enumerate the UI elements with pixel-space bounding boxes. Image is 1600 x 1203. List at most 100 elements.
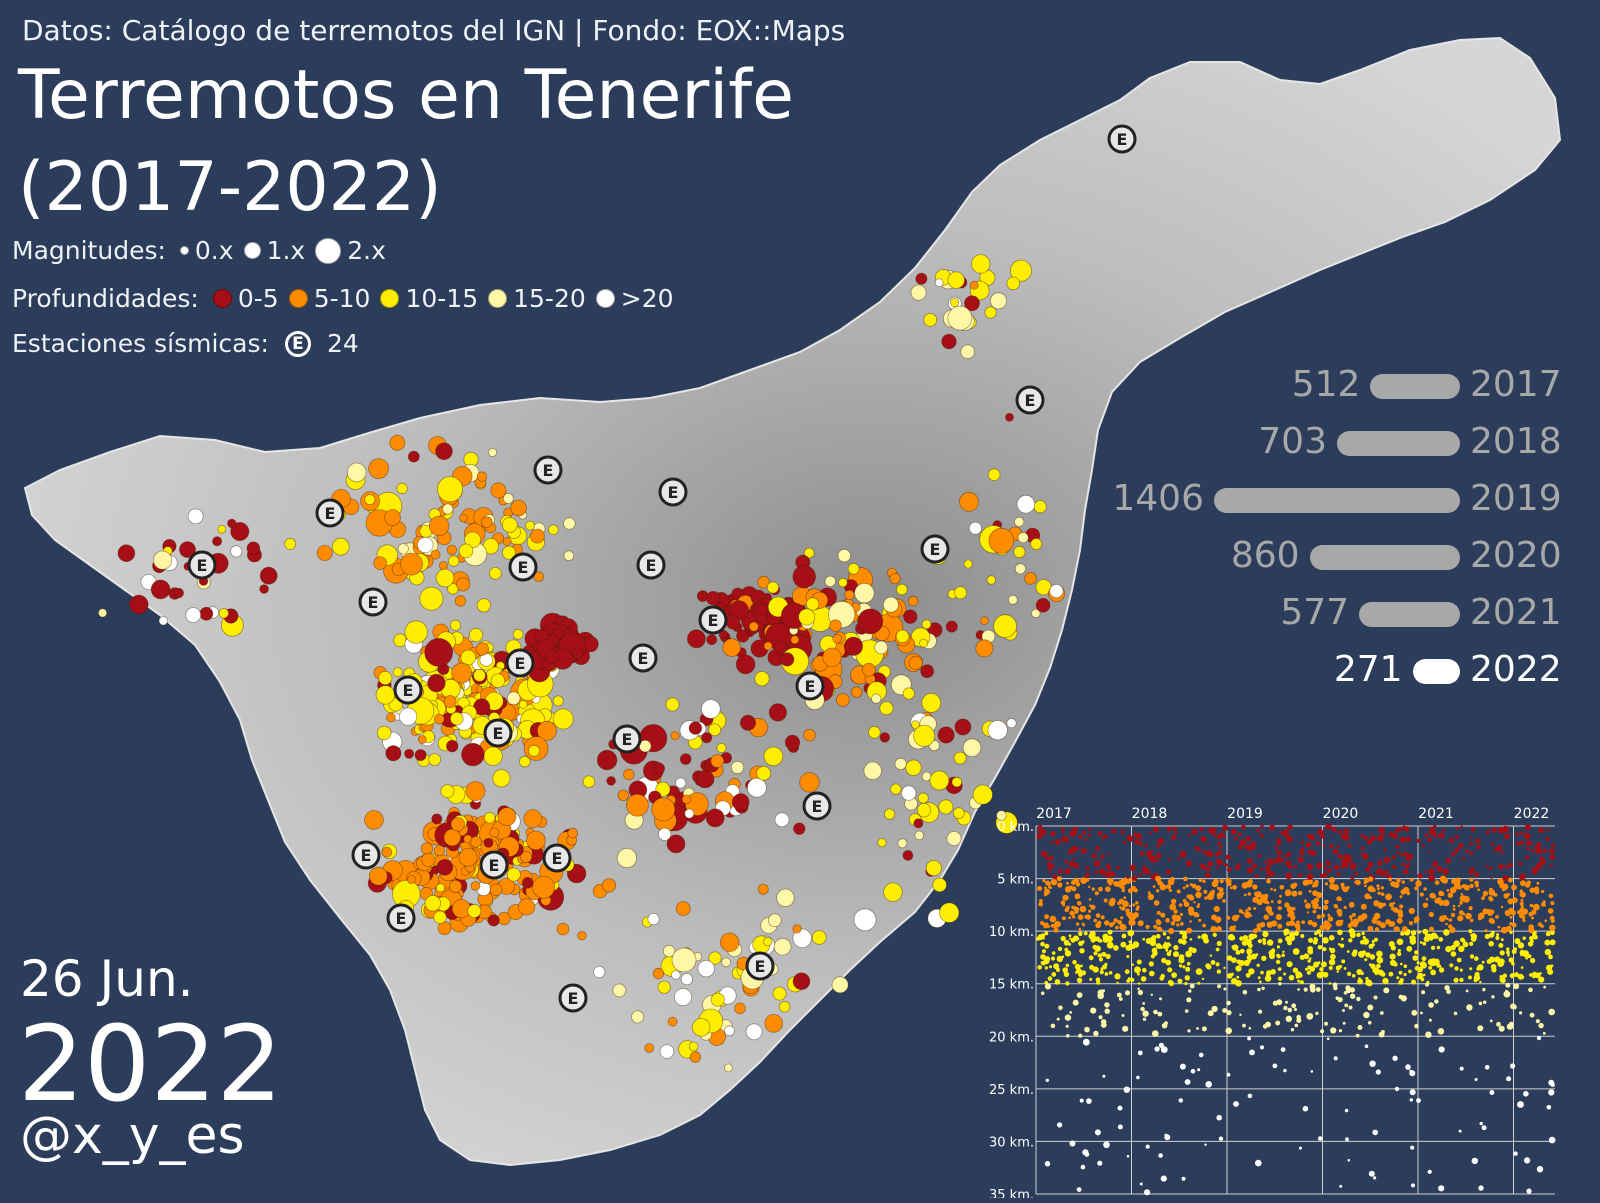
depth-point: [1217, 841, 1222, 846]
depth-point: [1168, 949, 1172, 953]
depth-point: [1178, 903, 1183, 907]
depth-point: [1513, 947, 1518, 951]
depth-point: [1397, 912, 1404, 918]
depth-point: [1178, 1098, 1183, 1103]
earthquake-marker: [446, 739, 459, 753]
depth-point: [1126, 979, 1131, 983]
depth-point: [1173, 945, 1179, 951]
depth-point: [1207, 893, 1214, 901]
depth-point: [1388, 941, 1395, 947]
earthquake-marker: [805, 597, 820, 611]
depth-point: [1205, 872, 1211, 879]
depth-point: [1066, 881, 1069, 885]
depth-point: [1364, 884, 1367, 888]
depth-point: [1100, 854, 1105, 859]
depth-point: [1164, 941, 1167, 945]
depth-point: [1263, 914, 1269, 920]
earthquake-marker: [798, 608, 816, 626]
depth-point: [1226, 915, 1231, 920]
depth-point: [1425, 897, 1429, 901]
depth-point: [1529, 1012, 1535, 1018]
depth-point: [1470, 933, 1477, 939]
depth-point: [1466, 1004, 1473, 1011]
depth-point: [1420, 962, 1427, 969]
depth-point: [1167, 967, 1173, 973]
depth-point: [1149, 970, 1155, 977]
depth-point: [1399, 836, 1406, 843]
earthquake-marker: [519, 850, 533, 864]
depth-point: [1065, 1034, 1070, 1038]
earthquake-marker: [665, 697, 680, 712]
depth-point: [1363, 835, 1369, 841]
depth-point: [1226, 1072, 1231, 1077]
depth-point: [1417, 873, 1423, 879]
depth-point: [1042, 949, 1046, 954]
depth-point: [1458, 1129, 1462, 1133]
earthquake-marker: [774, 812, 790, 828]
depth-point: [1091, 853, 1097, 859]
depth-point: [1069, 1011, 1073, 1014]
depth-point: [1490, 876, 1493, 879]
depth-point: [1261, 955, 1267, 961]
depth-point: [1218, 832, 1225, 838]
depth-point: [1355, 1033, 1360, 1038]
depth-point: [1332, 848, 1339, 855]
depth-point: [1130, 885, 1137, 892]
depth-point: [1199, 826, 1204, 832]
depth-point: [1520, 905, 1524, 909]
earthquake-marker: [913, 818, 924, 829]
depth-point: [1148, 961, 1154, 967]
depth-point: [1499, 978, 1503, 982]
depth-point: [1189, 920, 1192, 923]
depth-point: [1176, 923, 1180, 927]
current-date-year: 2022: [18, 1003, 283, 1125]
earthquake-marker: [803, 728, 816, 742]
depth-point: [1165, 869, 1172, 875]
depth-point: [1360, 846, 1365, 851]
depth-point: [1288, 974, 1295, 981]
depth-point: [1102, 1074, 1106, 1078]
depth-point: [1266, 939, 1274, 946]
depth-point: [1474, 1078, 1478, 1081]
depth-point: [1279, 884, 1285, 890]
depth-point: [1479, 1121, 1483, 1126]
depth-point: [1481, 896, 1485, 900]
depth-point: [1356, 969, 1363, 975]
svg-text:E: E: [518, 558, 529, 577]
depth-point: [1511, 962, 1515, 966]
depth-point: [1044, 983, 1052, 990]
earthquake-marker: [449, 711, 464, 726]
depth-point: [1116, 981, 1119, 985]
depth-point: [1299, 1146, 1302, 1150]
depth-point: [1465, 849, 1469, 854]
depth-point: [1123, 1086, 1130, 1093]
earthquake-marker: [217, 524, 227, 534]
year-bar: [1412, 659, 1460, 684]
depth-point: [1527, 954, 1532, 959]
depth-point: [1425, 1031, 1432, 1038]
author-credit: @x_y_es: [20, 1106, 245, 1166]
earthquake-marker: [763, 746, 784, 767]
depth-point: [1529, 887, 1535, 893]
depth-point: [1517, 973, 1524, 980]
depth-point: [1058, 868, 1064, 874]
depth-point: [1340, 882, 1345, 887]
depth-point: [1456, 957, 1462, 963]
depth-point: [1396, 851, 1400, 855]
earthquake-marker: [720, 932, 740, 953]
depth-point: [1172, 826, 1177, 831]
depth-point: [1524, 824, 1531, 831]
depth-point: [1092, 966, 1099, 973]
depth-point: [1233, 1101, 1239, 1107]
depth-point: [1422, 928, 1429, 935]
earthquake-marker: [435, 568, 455, 588]
depth-point: [1508, 877, 1513, 883]
depth-point: [1457, 915, 1464, 922]
earthquake-marker: [364, 810, 384, 830]
depth-point: [1470, 827, 1476, 832]
earthquake-marker: [691, 1018, 711, 1037]
depth-point: [1376, 956, 1384, 964]
earthquake-marker: [724, 1063, 733, 1073]
depth-point: [1050, 956, 1056, 961]
depth-point: [1534, 886, 1540, 892]
